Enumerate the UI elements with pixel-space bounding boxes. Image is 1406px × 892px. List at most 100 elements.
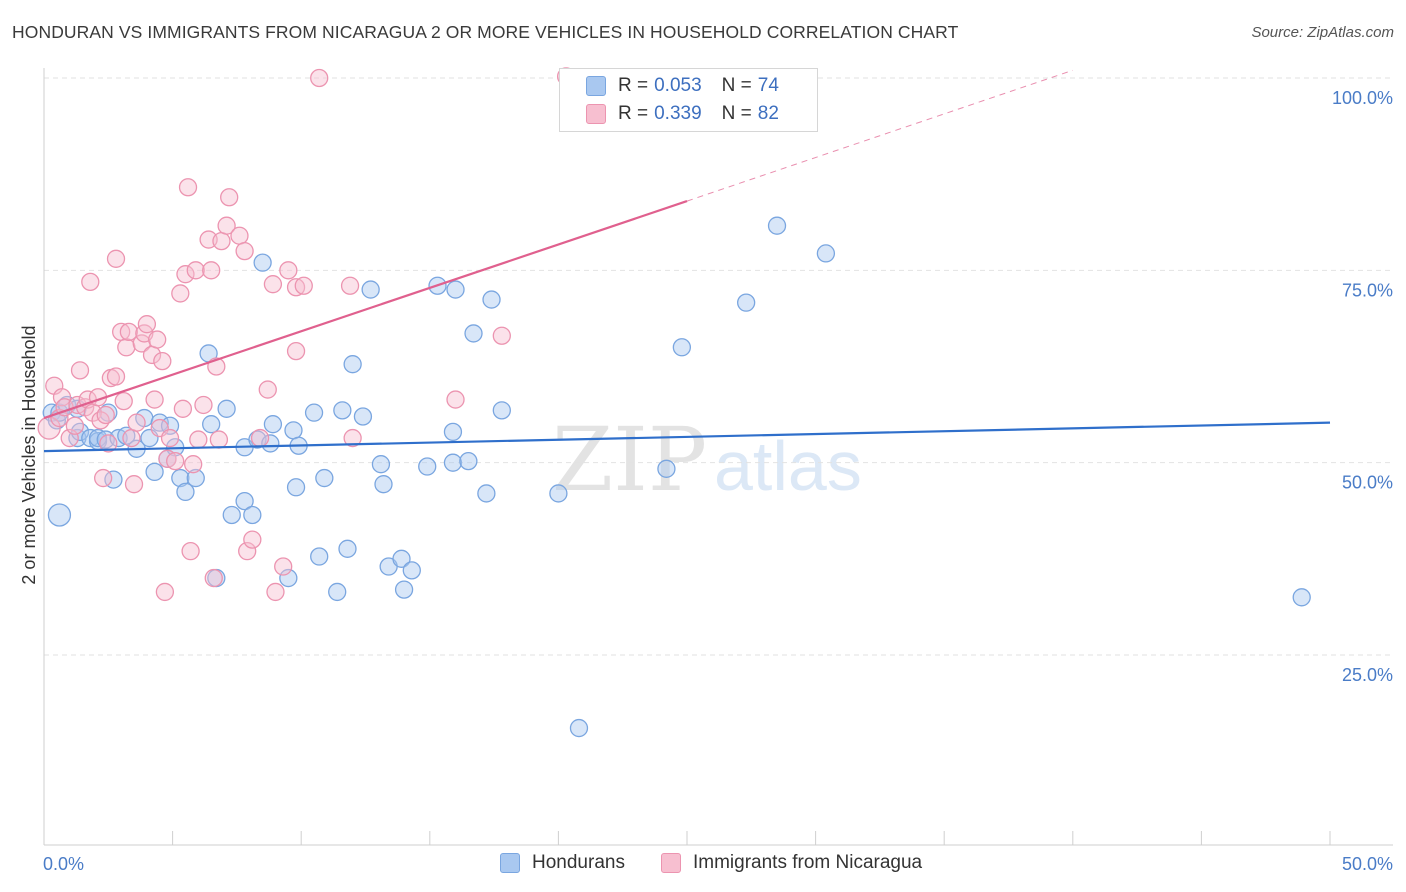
data-point[interactable] bbox=[374, 475, 393, 494]
data-point[interactable] bbox=[230, 226, 249, 245]
data-point[interactable] bbox=[106, 367, 126, 386]
data-point[interactable] bbox=[127, 413, 146, 432]
data-point[interactable] bbox=[99, 434, 118, 453]
data-point[interactable] bbox=[286, 341, 306, 361]
data-point[interactable] bbox=[114, 391, 133, 411]
data-point[interactable] bbox=[402, 561, 421, 580]
data-point[interactable] bbox=[261, 434, 280, 453]
data-point[interactable] bbox=[737, 293, 756, 312]
data-point[interactable] bbox=[343, 355, 362, 374]
data-point[interactable] bbox=[119, 322, 139, 342]
data-point[interactable] bbox=[418, 457, 437, 476]
data-point[interactable] bbox=[181, 541, 200, 561]
data-point[interactable] bbox=[184, 455, 203, 474]
data-point[interactable] bbox=[446, 390, 465, 409]
data-point[interactable] bbox=[284, 421, 303, 440]
data-point[interactable] bbox=[767, 216, 787, 235]
data-point[interactable] bbox=[274, 557, 293, 576]
data-point[interactable] bbox=[250, 428, 270, 448]
data-point[interactable] bbox=[194, 395, 213, 415]
data-point[interactable] bbox=[1292, 588, 1311, 607]
data-point[interactable] bbox=[310, 547, 329, 566]
data-point[interactable] bbox=[202, 415, 221, 434]
data-point[interactable] bbox=[333, 401, 352, 420]
data-point[interactable] bbox=[220, 188, 239, 207]
data-point[interactable] bbox=[178, 178, 198, 197]
data-point[interactable] bbox=[549, 484, 568, 503]
data-point[interactable] bbox=[304, 403, 324, 422]
data-point[interactable] bbox=[443, 422, 463, 442]
data-point[interactable] bbox=[672, 338, 692, 357]
data-point[interactable] bbox=[816, 244, 836, 263]
data-point[interactable] bbox=[443, 453, 463, 472]
data-point[interactable] bbox=[189, 430, 208, 449]
data-point[interactable] bbox=[243, 530, 262, 549]
data-point[interactable] bbox=[150, 413, 169, 432]
data-point[interactable] bbox=[657, 459, 676, 478]
data-point[interactable] bbox=[253, 253, 272, 272]
data-point[interactable] bbox=[492, 326, 511, 345]
data-point[interactable] bbox=[328, 582, 347, 602]
data-point[interactable] bbox=[204, 568, 223, 588]
data-point[interactable] bbox=[394, 580, 414, 599]
data-point[interactable] bbox=[47, 503, 72, 527]
data-point[interactable] bbox=[315, 468, 334, 488]
data-point[interactable] bbox=[217, 216, 236, 235]
data-point[interactable] bbox=[446, 280, 465, 299]
data-point[interactable] bbox=[392, 549, 411, 568]
data-point[interactable] bbox=[117, 338, 136, 357]
data-point[interactable] bbox=[294, 276, 313, 295]
data-point[interactable] bbox=[99, 403, 118, 422]
series-legend-nicaragua[interactable]: Immigrants from Nicaragua bbox=[661, 852, 922, 874]
data-point[interactable] bbox=[477, 484, 496, 503]
data-point[interactable] bbox=[145, 462, 164, 482]
data-point[interactable] bbox=[492, 401, 511, 420]
data-point[interactable] bbox=[96, 405, 115, 425]
data-point[interactable] bbox=[155, 582, 175, 602]
data-point[interactable] bbox=[137, 315, 157, 334]
data-point[interactable] bbox=[222, 505, 241, 525]
data-point[interactable] bbox=[286, 478, 306, 497]
data-point[interactable] bbox=[91, 411, 110, 430]
data-point[interactable] bbox=[81, 272, 100, 292]
data-point[interactable] bbox=[263, 415, 283, 434]
data-point[interactable] bbox=[171, 284, 190, 303]
data-point[interactable] bbox=[202, 261, 221, 280]
series-legend-hondurans[interactable]: Hondurans bbox=[500, 852, 625, 874]
data-point[interactable] bbox=[160, 428, 180, 448]
data-point[interactable] bbox=[186, 468, 205, 488]
data-point[interactable] bbox=[279, 261, 298, 280]
data-point[interactable] bbox=[353, 407, 373, 426]
data-point[interactable] bbox=[258, 380, 277, 399]
data-point[interactable] bbox=[209, 430, 229, 449]
data-point[interactable] bbox=[173, 399, 193, 418]
data-point[interactable] bbox=[371, 455, 391, 474]
data-point[interactable] bbox=[171, 468, 190, 488]
data-point[interactable] bbox=[153, 351, 172, 371]
data-point[interactable] bbox=[148, 330, 167, 349]
data-point[interactable] bbox=[263, 275, 283, 294]
data-point[interactable] bbox=[145, 390, 164, 409]
data-point[interactable] bbox=[176, 482, 195, 502]
data-point[interactable] bbox=[482, 290, 501, 309]
data-point[interactable] bbox=[243, 505, 262, 525]
data-point[interactable] bbox=[124, 475, 144, 494]
data-point[interactable] bbox=[340, 276, 360, 295]
data-point[interactable] bbox=[338, 539, 357, 558]
data-point[interactable] bbox=[94, 468, 113, 488]
data-point[interactable] bbox=[217, 399, 236, 418]
data-point[interactable] bbox=[569, 718, 589, 738]
data-point[interactable] bbox=[176, 265, 195, 284]
data-point[interactable] bbox=[279, 568, 298, 588]
data-point[interactable] bbox=[106, 249, 126, 268]
data-point[interactable] bbox=[212, 231, 231, 251]
data-point[interactable] bbox=[343, 428, 362, 448]
data-point[interactable] bbox=[266, 582, 285, 602]
data-point[interactable] bbox=[70, 361, 90, 380]
data-point[interactable] bbox=[122, 428, 141, 448]
data-point[interactable] bbox=[310, 68, 329, 88]
data-point[interactable] bbox=[235, 241, 254, 261]
data-point[interactable] bbox=[166, 451, 185, 471]
data-point[interactable] bbox=[459, 451, 478, 471]
data-point[interactable] bbox=[186, 261, 205, 280]
